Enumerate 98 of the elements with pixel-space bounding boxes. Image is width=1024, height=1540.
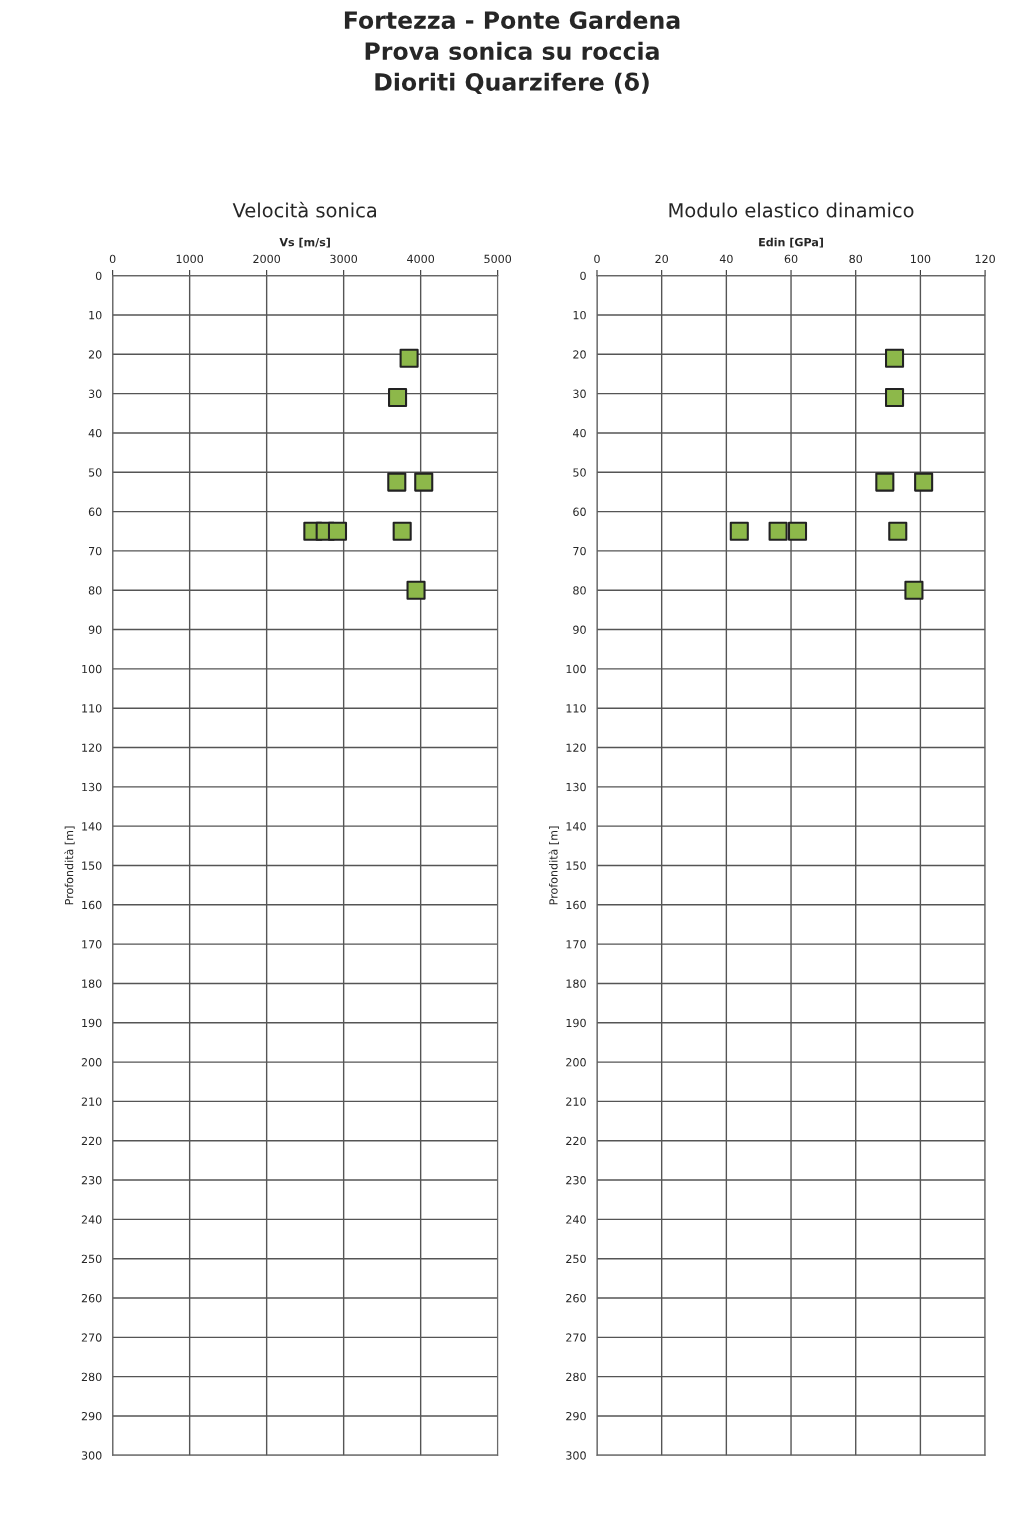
x-tick-label: 4000 bbox=[407, 254, 435, 264]
y-tick-label: 70 bbox=[89, 546, 102, 556]
x-tick-label: 2000 bbox=[253, 254, 281, 264]
x-tick-label: 0 bbox=[109, 254, 116, 264]
y-tick-label: 220 bbox=[81, 1136, 102, 1146]
y-tick-label: 30 bbox=[88, 389, 102, 398]
y-tick-label: 50 bbox=[88, 468, 102, 477]
y-tick-label: 140 bbox=[82, 822, 102, 831]
x-tick-label: 60 bbox=[784, 254, 798, 264]
y-tick-label: 270 bbox=[81, 1333, 102, 1342]
x-tick-label: 40 bbox=[719, 254, 733, 264]
y-tick-label: 80 bbox=[573, 586, 586, 595]
y-tick-label: 90 bbox=[573, 625, 586, 634]
y-tick-label: 110 bbox=[566, 704, 586, 713]
point bbox=[392, 521, 412, 541]
y-tick-label: 240 bbox=[81, 1215, 102, 1224]
x-tick-label: 0 bbox=[594, 254, 600, 264]
y-tick-label: 180 bbox=[566, 979, 586, 988]
y-tick-label: 40 bbox=[572, 428, 586, 438]
y-tick-label: 60 bbox=[88, 507, 102, 516]
x-tick-label: 100 bbox=[911, 254, 931, 264]
y-tick-label: 100 bbox=[566, 664, 586, 674]
point bbox=[884, 388, 905, 408]
y-tick-label: 240 bbox=[566, 1215, 586, 1224]
y-tick-label: 0 bbox=[95, 271, 102, 281]
y-tick-label: 0 bbox=[580, 271, 586, 281]
y-axis-title: Profondità [m] bbox=[64, 826, 75, 905]
x-tick-label: 80 bbox=[849, 254, 863, 264]
y-tick-label: 150 bbox=[82, 861, 102, 870]
y-tick-label: 290 bbox=[566, 1411, 586, 1421]
y-tick-label: 280 bbox=[566, 1372, 586, 1382]
y-tick-label: 200 bbox=[81, 1058, 102, 1067]
y-tick-label: 100 bbox=[82, 664, 102, 674]
y-tick-label: 280 bbox=[81, 1372, 102, 1382]
y-tick-label: 250 bbox=[566, 1254, 586, 1264]
point bbox=[884, 348, 905, 368]
y-tick-label: 210 bbox=[566, 1097, 586, 1106]
point bbox=[414, 472, 434, 492]
x-tick-label: 5000 bbox=[484, 254, 512, 264]
point bbox=[888, 521, 908, 541]
point bbox=[327, 521, 348, 541]
y-tick-label: 290 bbox=[81, 1411, 102, 1421]
y-tick-label: 10 bbox=[89, 310, 102, 320]
x-axis-title: Vs [m/s] bbox=[279, 237, 330, 248]
point bbox=[768, 521, 788, 541]
y-tick-label: 270 bbox=[566, 1333, 586, 1342]
y-tick-label: 40 bbox=[88, 428, 102, 438]
y-tick-label: 190 bbox=[82, 1018, 102, 1028]
y-tick-label: 180 bbox=[82, 979, 102, 988]
y-tick-label: 260 bbox=[81, 1293, 102, 1303]
y-tick-label: 300 bbox=[81, 1451, 102, 1460]
chart-title: Modulo elastico dinamico bbox=[669, 202, 914, 218]
y-tick-label: 130 bbox=[566, 782, 586, 792]
y-tick-label: 210 bbox=[81, 1097, 102, 1106]
y-tick-label: 80 bbox=[88, 586, 102, 595]
point bbox=[904, 580, 924, 600]
y-tick-label: 20 bbox=[573, 350, 586, 359]
x-tick-label: 1000 bbox=[176, 254, 204, 264]
y-axis-title: Profondità [m] bbox=[548, 826, 559, 905]
point bbox=[729, 521, 749, 541]
y-tick-label: 70 bbox=[573, 546, 586, 556]
y-tick-label: 170 bbox=[566, 940, 586, 949]
point bbox=[399, 348, 419, 368]
point bbox=[914, 472, 934, 492]
point bbox=[875, 472, 895, 492]
y-tick-label: 120 bbox=[82, 743, 102, 752]
x-tick-label: 3000 bbox=[330, 254, 358, 264]
y-tick-label: 10 bbox=[573, 310, 586, 320]
y-tick-label: 150 bbox=[566, 861, 586, 870]
y-tick-label: 30 bbox=[573, 389, 586, 398]
y-tick-label: 20 bbox=[88, 350, 102, 359]
y-tick-label: 50 bbox=[573, 468, 586, 477]
y-tick-label: 110 bbox=[82, 704, 102, 713]
point bbox=[406, 580, 426, 600]
y-tick-label: 60 bbox=[573, 507, 586, 516]
chart-title: Fortezza - Ponte Gardena Prova sonica su roccia Dioriti Quarzifere (δ) bbox=[344, 10, 680, 95]
x-tick-label: 120 bbox=[975, 254, 995, 264]
y-tick-label: 220 bbox=[566, 1136, 586, 1146]
chart-subtitle: Velocità sonica bbox=[232, 201, 376, 218]
y-tick-label: 190 bbox=[566, 1018, 586, 1028]
y-tick-label: 140 bbox=[566, 822, 586, 831]
point bbox=[787, 521, 808, 541]
y-tick-label: 200 bbox=[566, 1058, 586, 1067]
y-tick-label: 120 bbox=[566, 743, 586, 752]
point bbox=[388, 388, 408, 408]
y-tick-label: 160 bbox=[566, 900, 586, 910]
y-tick-label: 250 bbox=[81, 1254, 102, 1264]
y-tick-label: 90 bbox=[88, 625, 102, 634]
y-tick-label: 260 bbox=[566, 1293, 586, 1303]
y-tick-label: 170 bbox=[82, 940, 102, 949]
y-tick-label: 130 bbox=[82, 782, 102, 792]
y-tick-label: 230 bbox=[566, 1176, 586, 1185]
x-axis-title: Edin [GPa] bbox=[759, 237, 823, 248]
y-tick-label: 300 bbox=[566, 1451, 586, 1460]
x-tick-label: 20 bbox=[655, 254, 669, 264]
y-tick-label: 230 bbox=[81, 1176, 102, 1185]
y-tick-label: 160 bbox=[82, 900, 102, 910]
point bbox=[387, 472, 407, 492]
